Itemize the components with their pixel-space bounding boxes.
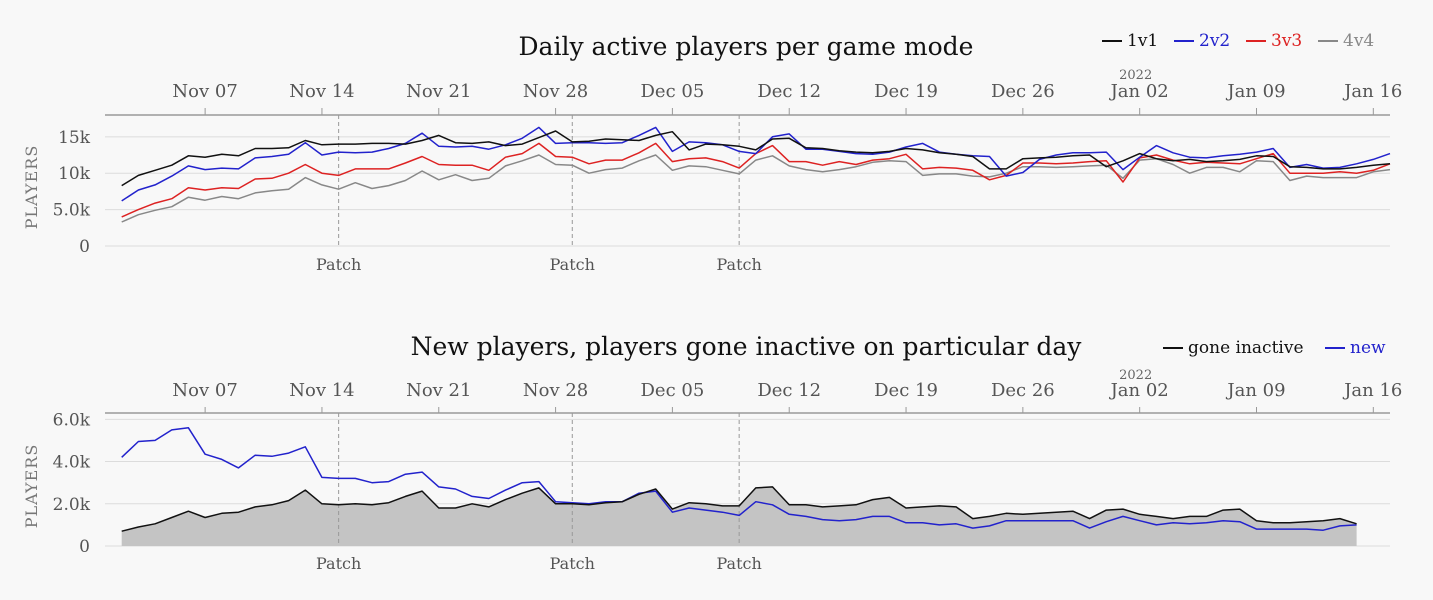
x-tick-label: Jan 09 <box>1225 380 1285 401</box>
y-tick-label: 0 <box>79 237 90 257</box>
x-tick-label: Dec 12 <box>757 81 821 102</box>
y-tick-label: 6.0k <box>53 410 91 430</box>
y-tick-label: 0 <box>79 537 90 557</box>
legend-label: gone inactive <box>1188 338 1304 358</box>
y-tick-label: 5.0k <box>53 201 91 221</box>
legend: 1v1 2v2 3v3 4v4 <box>1102 31 1374 51</box>
x-tick-label: Nov 21 <box>406 380 471 401</box>
series-line-gone-inactive <box>121 486 1357 532</box>
x-tick-label: Nov 07 <box>172 81 237 102</box>
chart-title: New players, players gone inactive on pa… <box>411 332 1083 361</box>
event-label: Patch <box>717 554 762 573</box>
year-label: 2022 <box>1119 68 1152 83</box>
event-label: Patch <box>316 255 361 274</box>
x-tick-label: Jan 02 <box>1109 81 1169 102</box>
legend-label: 4v4 <box>1343 31 1374 51</box>
y-tick-label: 4.0k <box>53 453 91 473</box>
x-tick-label: Dec 26 <box>991 81 1055 102</box>
x-tick-label: Dec 26 <box>991 380 1055 401</box>
legend-label: 3v3 <box>1271 31 1302 51</box>
x-tick-label: Dec 12 <box>757 380 821 401</box>
x-tick-label: Dec 19 <box>874 81 938 102</box>
year-label: 2022 <box>1119 368 1152 383</box>
event-label: Patch <box>550 255 595 274</box>
area-gone-inactive <box>121 486 1357 546</box>
legend-label: 1v1 <box>1127 31 1158 51</box>
chart-panel-active-players: Daily active players per game mode PLAYE… <box>22 31 1402 274</box>
x-tick-label: Jan 09 <box>1225 81 1285 102</box>
x-tick-label: Dec 05 <box>641 81 705 102</box>
chart-panel-new-inactive: New players, players gone inactive on pa… <box>22 332 1402 573</box>
x-tick-label: Nov 14 <box>289 81 354 102</box>
y-tick-label: 10k <box>58 164 91 184</box>
y-axis-label: PLAYERS <box>22 444 41 529</box>
x-tick-label: Jan 02 <box>1109 380 1169 401</box>
y-tick-label: 2.0k <box>53 495 91 515</box>
legend: gone inactive new <box>1163 338 1386 358</box>
series-line-4v4 <box>121 154 1391 223</box>
series-line-2v2 <box>121 126 1391 202</box>
y-tick-label: 15k <box>58 128 91 148</box>
x-tick-label: Jan 16 <box>1342 81 1402 102</box>
x-tick-label: Nov 28 <box>523 380 588 401</box>
x-tick-label: Jan 16 <box>1342 380 1402 401</box>
x-tick-label: Nov 14 <box>289 380 354 401</box>
event-label: Patch <box>717 255 762 274</box>
event-label: Patch <box>550 554 595 573</box>
chart-title: Daily active players per game mode <box>519 32 974 61</box>
legend-label: 2v2 <box>1199 31 1230 51</box>
legend-label: new <box>1350 338 1386 358</box>
x-tick-label: Nov 07 <box>172 380 237 401</box>
event-label: Patch <box>316 554 361 573</box>
x-tick-label: Nov 28 <box>523 81 588 102</box>
series-line-new <box>121 427 1357 531</box>
x-tick-label: Nov 21 <box>406 81 471 102</box>
x-tick-label: Dec 05 <box>641 380 705 401</box>
y-axis-label: PLAYERS <box>22 145 41 230</box>
x-tick-label: Dec 19 <box>874 380 938 401</box>
series-line-1v1 <box>121 130 1391 187</box>
